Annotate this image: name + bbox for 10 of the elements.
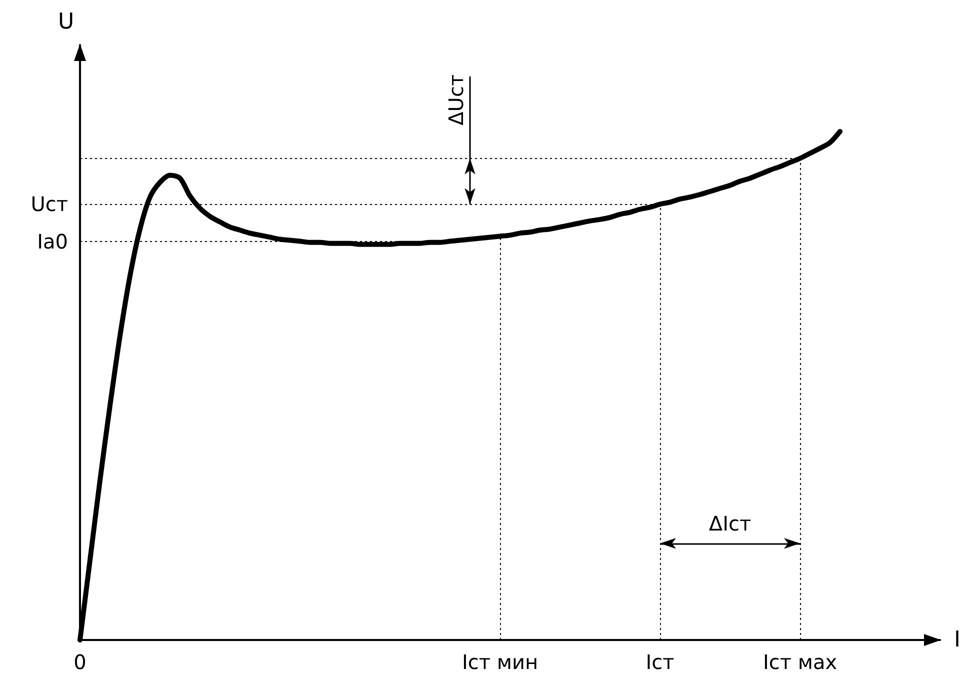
y-axis-title: U	[58, 10, 74, 34]
ref-line-label: Uст	[30, 192, 68, 216]
x-axis-title: I	[954, 628, 960, 652]
annotation: ΔIст	[708, 511, 752, 536]
ref-line-label: Ia0	[37, 229, 68, 254]
x-tick-label: Iст мин	[462, 650, 538, 674]
x-tick-label: Iст мах	[762, 650, 838, 674]
x-tick-label: Iст	[646, 650, 675, 674]
x-tick-label: 0	[74, 650, 86, 674]
annotation: ΔUст	[444, 74, 468, 126]
